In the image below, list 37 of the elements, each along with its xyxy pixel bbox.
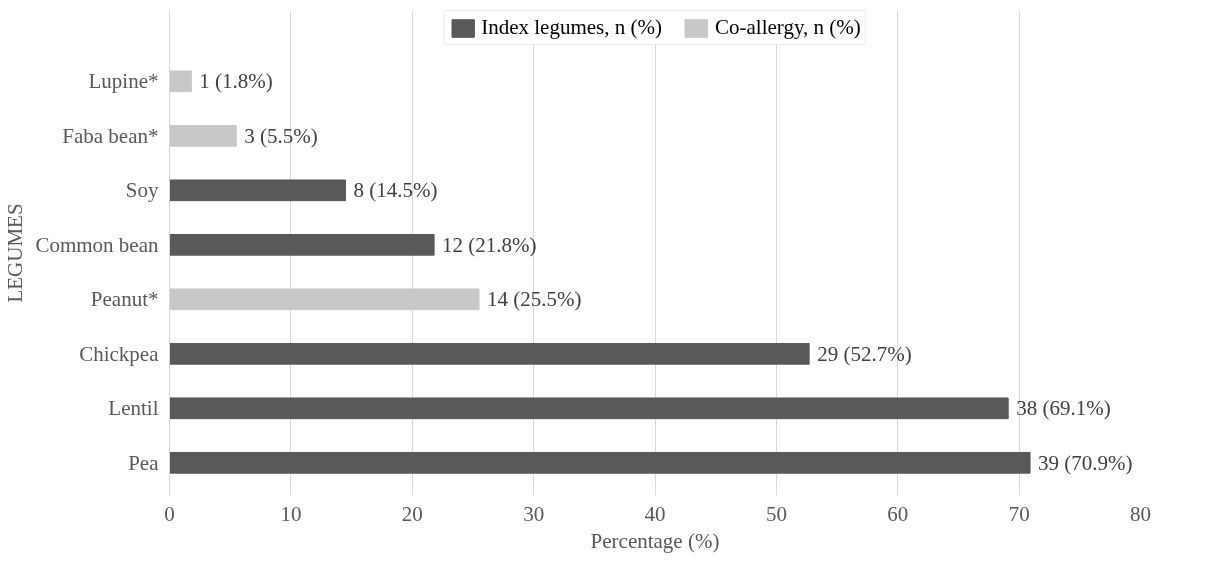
x-tick-label: 20 [401, 501, 423, 526]
y-tick-label: Lupine* [88, 69, 159, 94]
x-tick-label: 40 [644, 501, 666, 526]
x-axis-title: Percentage (%) [590, 528, 720, 553]
bar [169, 342, 810, 365]
bar [169, 179, 346, 202]
y-tick-label: Faba bean* [62, 123, 159, 148]
x-tick-label: 30 [523, 501, 545, 526]
y-tick-label: Soy [125, 178, 159, 203]
x-tick-label: 0 [164, 501, 175, 526]
bar [169, 124, 237, 147]
y-tick-label: Common bean [35, 232, 159, 257]
x-tick-label: 10 [280, 501, 302, 526]
bar [169, 288, 480, 311]
x-tick-label: 70 [1008, 501, 1030, 526]
y-tick-label: Peanut* [90, 287, 159, 312]
data-label: 29 (52.7%) [817, 341, 912, 366]
x-tick-label: 80 [1130, 501, 1151, 526]
y-tick-label: Lentil [108, 396, 159, 421]
legend-label: Index legumes, n (%) [481, 15, 662, 40]
bar [169, 397, 1009, 420]
data-label: 12 (21.8%) [442, 232, 537, 257]
y-axis-title: LEGUMES [3, 203, 28, 303]
bar [169, 70, 192, 93]
x-tick-label: 60 [887, 501, 909, 526]
data-label: 39 (70.9%) [1038, 450, 1133, 475]
data-label: 3 (5.5%) [244, 123, 318, 148]
bar [169, 451, 1031, 474]
x-tick-label: 50 [765, 501, 787, 526]
y-tick-label: Pea [128, 450, 160, 475]
data-label: 38 (69.1%) [1016, 396, 1111, 421]
data-label: 8 (14.5%) [353, 178, 438, 203]
data-label: 14 (25.5%) [487, 287, 582, 312]
data-label: 1 (1.8%) [199, 69, 273, 94]
bar [169, 233, 435, 256]
legend-label: Co-allergy, n (%) [714, 15, 861, 40]
y-tick-label: Chickpea [79, 341, 160, 366]
